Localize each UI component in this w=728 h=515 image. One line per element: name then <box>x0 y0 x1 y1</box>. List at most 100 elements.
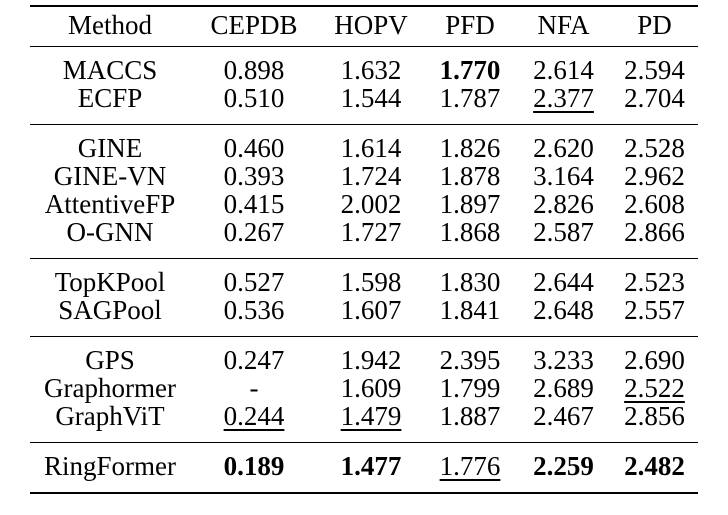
value-text: 1.826 <box>439 133 501 163</box>
value-text: 2.482 <box>624 451 685 481</box>
method-cell: TopKPool <box>54 267 166 297</box>
value-cell: 3.233 <box>516 337 611 374</box>
value-cell: 0.415 <box>190 190 318 218</box>
value-text: 2.690 <box>624 345 685 375</box>
table-row: RingFormer 0.189 1.477 1.776 2.259 2.482 <box>30 443 698 494</box>
value-text: 1.799 <box>439 373 501 403</box>
value-text: 2.608 <box>624 189 685 219</box>
table-row: AttentiveFP 0.415 2.002 1.897 2.826 2.608 <box>30 190 698 218</box>
value-cell: 2.608 <box>611 190 698 218</box>
table-row: TopKPool 0.527 1.598 1.830 2.644 2.523 <box>30 259 698 297</box>
value-text: 0.898 <box>223 55 285 85</box>
method-cell: RingFormer <box>44 451 176 481</box>
value-text: - <box>249 373 259 403</box>
method-cell: GINE-VN <box>53 161 167 191</box>
value-text: 1.727 <box>340 217 402 247</box>
value-text: 2.866 <box>624 217 685 247</box>
method-cell: GPS <box>85 345 135 375</box>
table-group: MACCS 0.898 1.632 1.770 2.614 2.594 ECFP 0.510 1… <box>30 46 698 125</box>
value-text: 2.856 <box>624 401 685 431</box>
value-text: 1.609 <box>340 373 402 403</box>
value-cell: 1.868 <box>424 218 516 259</box>
value-text: 2.620 <box>533 133 594 163</box>
value-text: 0.536 <box>223 295 285 325</box>
value-cell: 1.770 <box>424 47 516 84</box>
table-row: GINE 0.460 1.614 1.826 2.620 2.528 <box>30 125 698 163</box>
column-header-cepdb: CEPDB <box>210 10 298 40</box>
value-text: 2.594 <box>624 55 685 85</box>
table-row: ECFP 0.510 1.544 1.787 2.377 2.704 <box>30 84 698 125</box>
value-cell: 1.887 <box>424 402 516 443</box>
value-cell: 1.776 <box>424 443 516 494</box>
value-cell: 0.267 <box>190 218 318 259</box>
value-text: 2.557 <box>624 295 685 325</box>
value-cell: 0.510 <box>190 84 318 125</box>
value-cell: 1.942 <box>318 337 424 375</box>
value-cell: 2.594 <box>611 47 698 85</box>
method-cell: AttentiveFP <box>44 189 176 219</box>
table-header: Method CEPDB HOPV PFD NFA PD <box>30 6 698 47</box>
table-row: SAGPool 0.536 1.607 1.841 2.648 2.557 <box>30 296 698 337</box>
value-cell: 2.704 <box>611 84 698 125</box>
column-header-pfd: PFD <box>445 10 495 40</box>
value-text: 2.704 <box>624 83 685 113</box>
value-cell: 0.536 <box>190 296 318 337</box>
method-cell: GraphViT <box>55 401 165 431</box>
value-text: 1.830 <box>439 267 501 297</box>
value-cell: 2.002 <box>318 190 424 218</box>
column-header-pd: PD <box>637 10 672 40</box>
value-cell: 1.607 <box>318 296 424 337</box>
value-cell: 1.632 <box>318 47 424 84</box>
column-header-nfa: NFA <box>537 10 590 40</box>
value-cell: 2.644 <box>516 259 611 297</box>
value-cell: 0.460 <box>190 125 318 163</box>
value-text: 0.244 <box>223 401 285 431</box>
results-table-container: Method CEPDB HOPV PFD NFA PD MACCS 0.898 1… <box>30 5 698 494</box>
table-group: GPS 0.247 1.942 2.395 3.233 2.690 Graphormer - 1… <box>30 336 698 443</box>
value-cell: 2.866 <box>611 218 698 259</box>
value-text: 2.648 <box>533 295 594 325</box>
value-cell: 1.477 <box>318 443 424 494</box>
method-cell: Graphormer <box>44 373 176 403</box>
value-cell: 2.467 <box>516 402 611 443</box>
value-cell: 2.522 <box>611 374 698 402</box>
value-text: 1.868 <box>439 217 501 247</box>
value-cell: 0.189 <box>190 443 318 494</box>
value-text: 1.841 <box>439 295 501 325</box>
value-cell: 2.482 <box>611 443 698 494</box>
value-text: 2.826 <box>533 189 594 219</box>
value-text: 1.479 <box>340 401 402 431</box>
value-cell: 3.164 <box>516 162 611 190</box>
value-text: 0.393 <box>223 161 285 191</box>
value-text: 2.259 <box>533 451 594 481</box>
value-text: 0.460 <box>223 133 285 163</box>
value-text: 1.887 <box>439 401 501 431</box>
value-text: 1.942 <box>340 345 402 375</box>
value-cell: 0.527 <box>190 259 318 296</box>
value-cell: 0.247 <box>190 337 318 374</box>
value-text: 2.467 <box>533 401 594 431</box>
method-cell: MACCS <box>62 55 158 85</box>
value-text: 2.528 <box>624 133 685 163</box>
value-cell: 2.395 <box>424 337 516 374</box>
value-text: 0.267 <box>223 217 285 247</box>
value-cell: 1.727 <box>318 218 424 259</box>
method-cell: GINE <box>77 133 143 163</box>
value-text: 2.522 <box>624 373 685 403</box>
table-row: GraphViT 0.244 1.479 1.887 2.467 2.856 <box>30 402 698 443</box>
table-row: Graphormer - 1.609 1.799 2.689 2.522 <box>30 374 698 402</box>
value-text: 2.644 <box>533 267 594 297</box>
value-text: 1.776 <box>439 451 501 481</box>
value-text: 1.787 <box>439 83 501 113</box>
value-text: 1.614 <box>340 133 402 163</box>
table-row: O-GNN 0.267 1.727 1.868 2.587 2.866 <box>30 218 698 259</box>
method-cell: ECFP <box>77 83 143 113</box>
value-cell: 2.856 <box>611 402 698 443</box>
method-cell: O-GNN <box>66 217 154 247</box>
value-cell: 1.826 <box>424 125 516 163</box>
value-text: 1.724 <box>340 161 402 191</box>
value-cell: 1.878 <box>424 162 516 190</box>
value-text: 2.587 <box>533 217 594 247</box>
value-cell: 2.648 <box>516 296 611 337</box>
value-cell: 2.377 <box>516 84 611 125</box>
